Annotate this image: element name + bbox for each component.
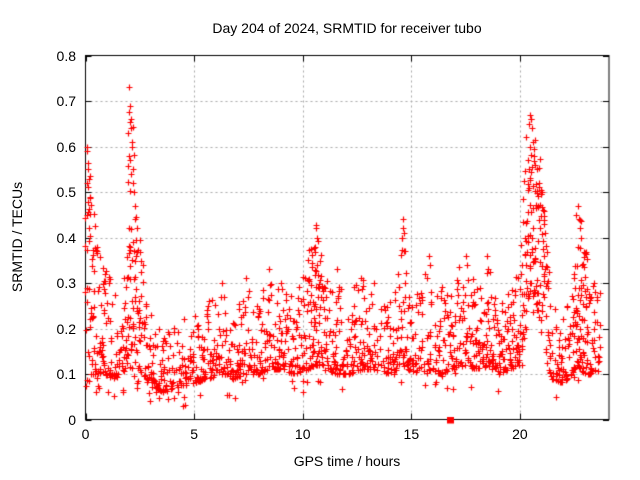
x-tick-label: 0 — [81, 426, 90, 442]
y-tick-label: 0.7 — [56, 93, 76, 109]
y-tick-label: 0.8 — [56, 47, 76, 64]
x-tick-label: 10 — [294, 426, 311, 442]
chart-title: Day 204 of 2024, SRMTID for receiver tub… — [212, 20, 482, 36]
x-tick-label: 20 — [512, 426, 528, 442]
y-tick-label: 0.2 — [56, 320, 76, 337]
y-axis-title: SRMTID / TECUs — [9, 181, 25, 293]
y-tick-label: 0.1 — [56, 366, 76, 382]
y-tick-label: 0 — [68, 411, 76, 428]
y-tick-label: 0.4 — [56, 229, 76, 246]
x-axis-title: GPS time / hours — [293, 453, 401, 469]
y-tick-label: 0.6 — [56, 138, 76, 155]
y-tick-label: 0.5 — [56, 184, 76, 200]
x-tick-label: 15 — [403, 426, 420, 442]
y-tick-label: 0.3 — [56, 275, 76, 291]
x-tick-label: 5 — [190, 426, 198, 442]
